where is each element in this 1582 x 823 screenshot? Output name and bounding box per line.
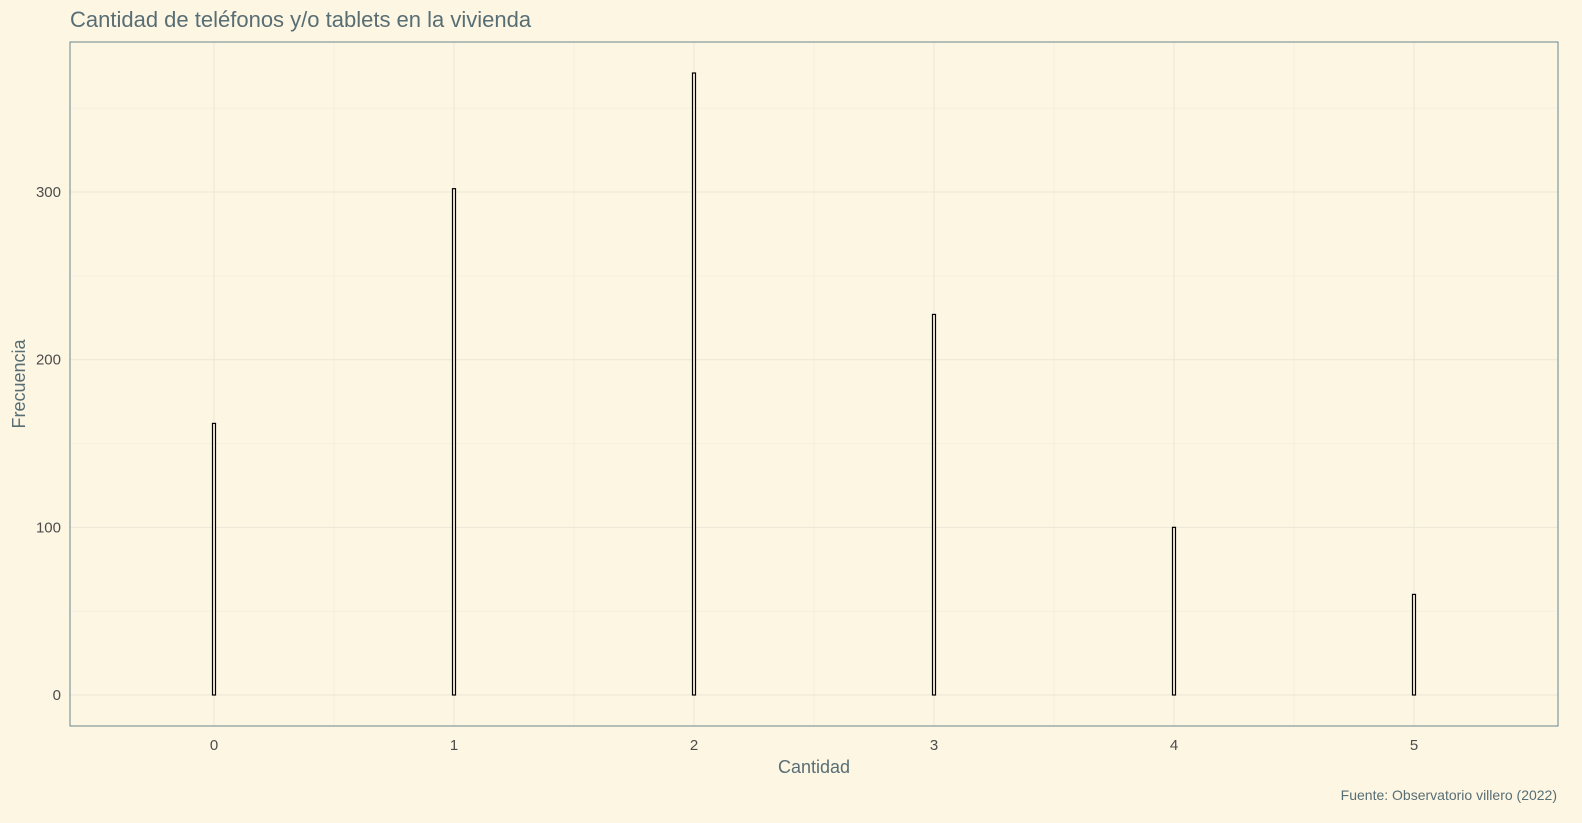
x-tick-label: 0: [210, 737, 218, 754]
chart-title: Cantidad de teléfonos y/o tablets en la …: [70, 7, 532, 32]
bar-2: [691, 72, 697, 696]
x-tick-label: 4: [1170, 737, 1178, 754]
chart-caption: Fuente: Observatorio villero (2022): [1341, 787, 1557, 803]
y-tick-label: 0: [53, 687, 61, 704]
x-tick-label: 1: [450, 737, 458, 754]
x-tick-label: 5: [1410, 737, 1418, 754]
bars: [211, 72, 1417, 696]
y-tick-label: 300: [36, 184, 61, 201]
bar-5: [1411, 593, 1417, 696]
y-axis-tick-labels: 0 100 200 300: [36, 184, 61, 704]
y-axis-title: Frecuencia: [9, 338, 29, 428]
bar-1: [451, 188, 457, 696]
x-axis-title: Cantidad: [778, 757, 850, 777]
x-axis-tick-labels: 0 1 2 3 4 5: [210, 737, 1418, 754]
bar-0: [211, 422, 217, 696]
x-tick-label: 2: [690, 737, 698, 754]
bar-3: [931, 313, 937, 696]
plot-panel-border: [69, 41, 1559, 727]
bar-4: [1171, 526, 1177, 696]
y-tick-label: 200: [36, 352, 61, 369]
x-tick-label: 3: [930, 737, 938, 754]
y-tick-label: 100: [36, 519, 61, 536]
